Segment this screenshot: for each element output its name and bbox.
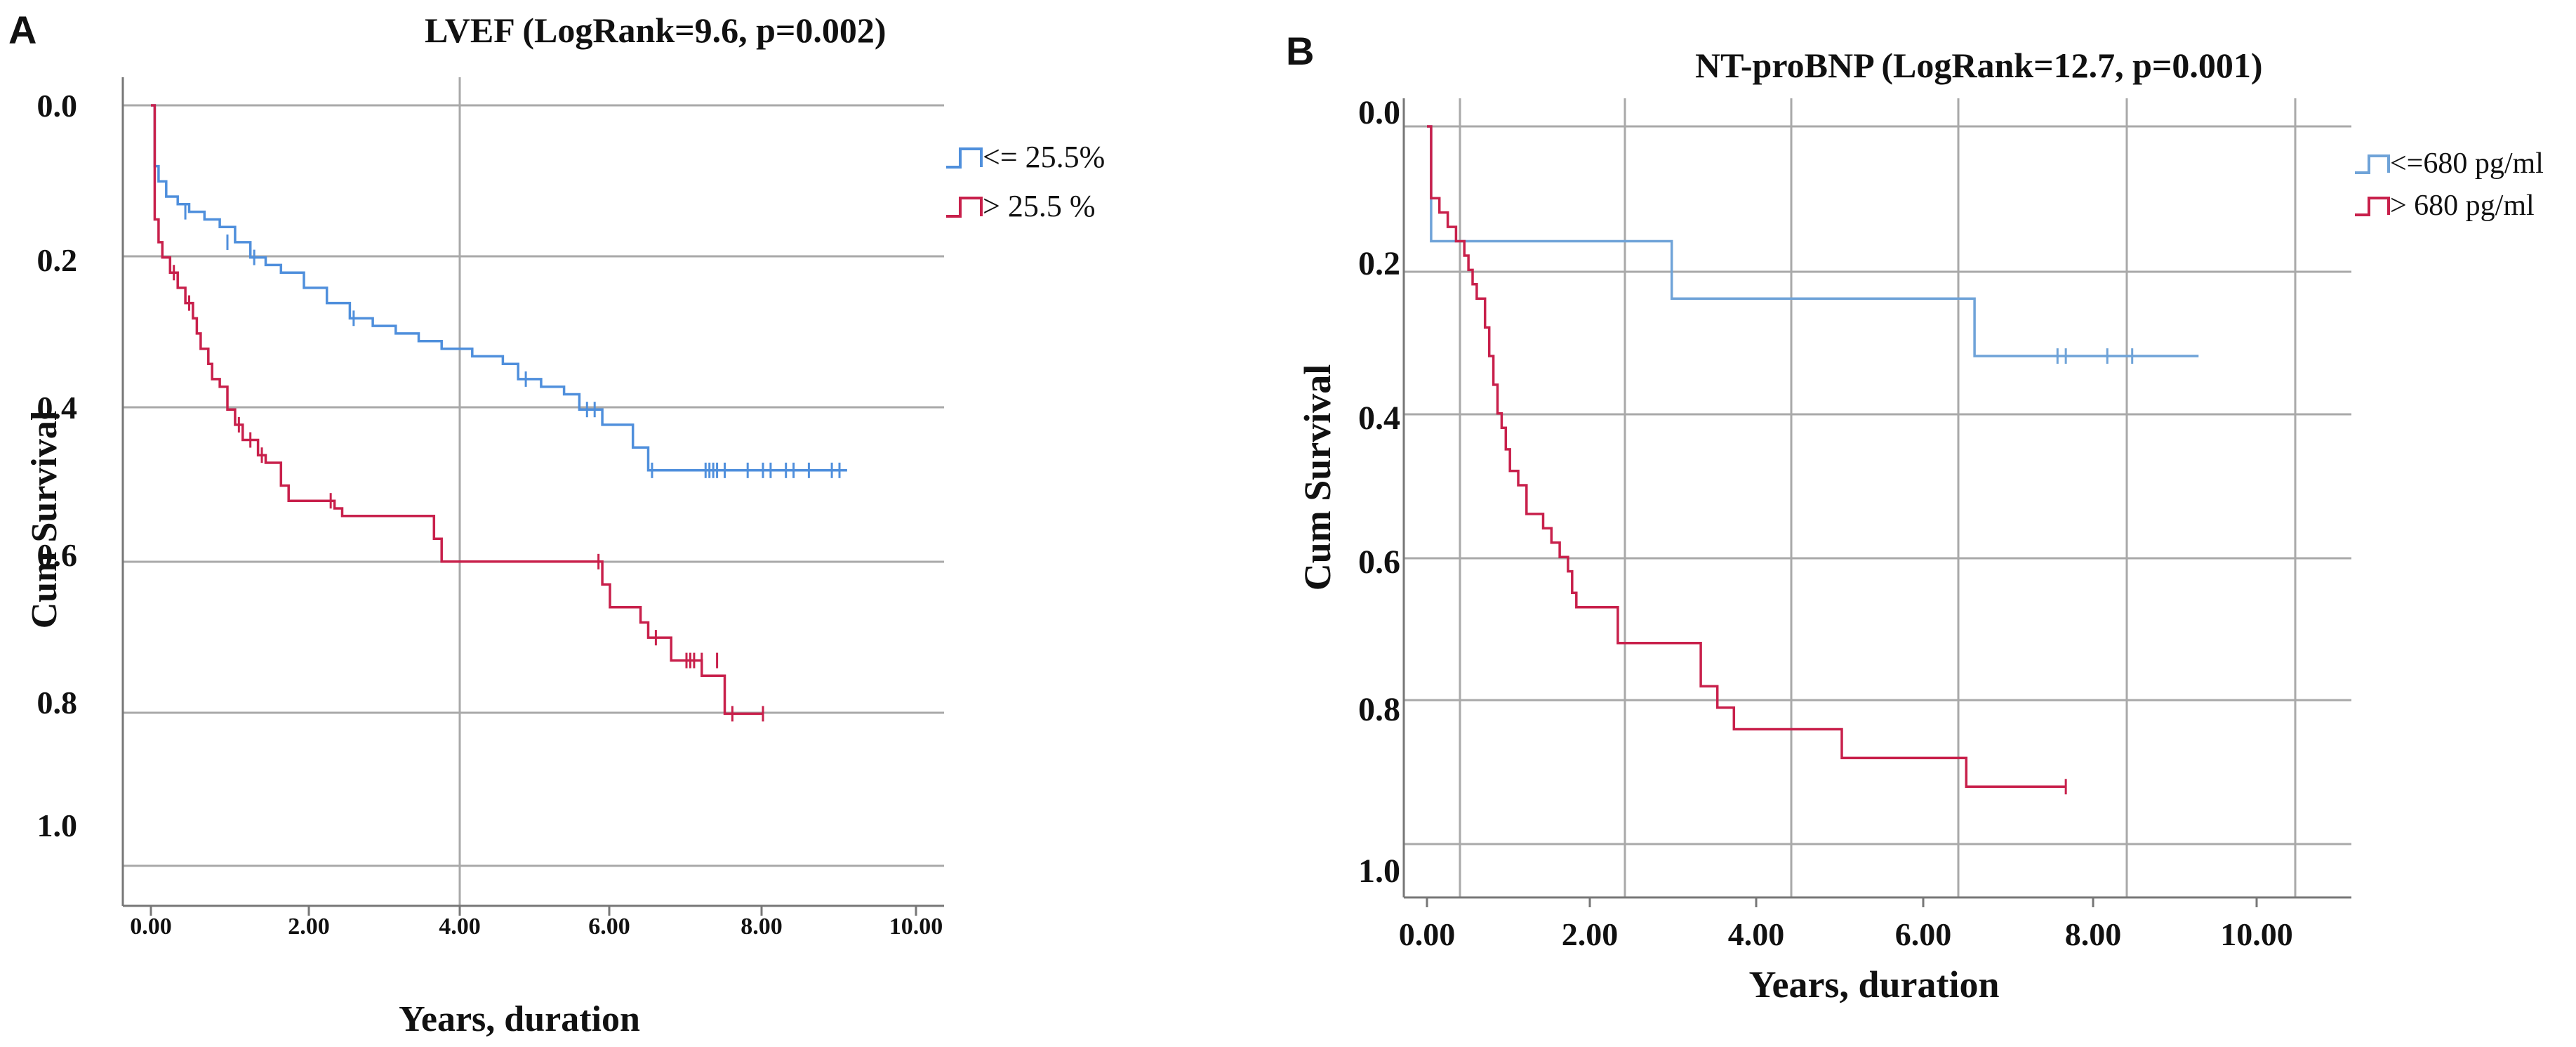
panel-b-curves: [1427, 125, 2199, 795]
panel-a-curves: [151, 104, 847, 722]
panel-b-x-tick-label-2: 4.00: [1728, 916, 1785, 952]
panel-a: A LVEF (LogRank=9.6, p=0.002) 0.00.20.40…: [8, 8, 1105, 1039]
panel-a-x-tick-label-4: 8.00: [741, 914, 783, 940]
panel-b-y-tick-label-0: 0.0: [1358, 94, 1400, 131]
panel-b-legend: <=680 pg/ml > 680 pg/ml: [2355, 147, 2544, 222]
panel-a-label: A: [8, 8, 36, 52]
panel-b-x-tick-label-4: 8.00: [2065, 916, 2122, 952]
panel-a-legend-label-2: > 25.5 %: [983, 189, 1095, 223]
panel-b-y-tick-label-1: 0.2: [1358, 245, 1400, 282]
panel-b-series-1-line: [1427, 125, 2066, 788]
panel-a-y-label: Cum Survival: [25, 411, 65, 629]
panel-b-title: NT-proBNP (LogRank=12.7, p=0.001): [1695, 46, 2263, 85]
panel-a-series-0-line: [151, 104, 847, 472]
panel-a-x-tick-label-2: 4.00: [439, 914, 481, 940]
panel-a-x-tick-label-3: 6.00: [588, 914, 630, 940]
panel-a-title: LVEF (LogRank=9.6, p=0.002): [425, 11, 887, 50]
panel-b: B NT-proBNP (LogRank=12.7, p=0.001) 0.00…: [1286, 29, 2544, 1006]
panel-b-y-tick-label-2: 0.4: [1358, 400, 1400, 437]
panel-b-x-tick-label-3: 6.00: [1895, 916, 1952, 952]
panel-b-y-tick-label-4: 0.8: [1358, 691, 1400, 728]
panel-b-y-tick-label-5: 1.0: [1358, 852, 1400, 890]
panel-b-legend-label-1: <=680 pg/ml: [2390, 147, 2544, 180]
panel-a-x-ticks: 0.00 2.00 4.00 6.00 8.00 10.00: [130, 906, 943, 940]
panel-a-y-tick-label-3: 0.6: [37, 537, 78, 573]
panel-a-x-tick-label-1: 2.00: [288, 914, 330, 940]
panel-b-y-label: Cum Survival: [1296, 364, 1339, 591]
panel-b-y-ticks: 0.0 0.2 0.4 0.6 0.8 1.0: [1358, 94, 1400, 890]
panel-b-legend-marker-1: [2355, 154, 2390, 174]
panel-a-y-tick-label-5: 1.0: [37, 808, 78, 843]
panel-a-x-label: Years, duration: [399, 999, 640, 1039]
panel-a-legend-label-1: <= 25.5%: [983, 140, 1105, 174]
panel-b-x-tick-label-1: 2.00: [1562, 916, 1619, 952]
panel-b-x-tick-label-0: 0.00: [1399, 916, 1456, 952]
panel-b-y-tick-label-3: 0.6: [1358, 544, 1400, 581]
panel-a-legend: <= 25.5% > 25.5 %: [946, 140, 1105, 223]
panel-a-y-tick-label-2: 0.4: [37, 390, 78, 426]
panel-a-legend-marker-1: [946, 147, 983, 169]
panel-a-y-tick-label-0: 0.0: [37, 88, 78, 124]
panel-a-y-tick-label-1: 0.2: [37, 242, 78, 278]
panel-b-x-label: Years, duration: [1748, 963, 1999, 1006]
panel-b-label: B: [1286, 29, 1314, 73]
panel-b-legend-marker-2: [2355, 197, 2390, 216]
panel-a-axes: [121, 77, 944, 907]
panel-a-y-tick-label-4: 0.8: [37, 685, 78, 720]
panel-a-series-1-line: [151, 104, 763, 716]
panel-b-x-tick-label-5: 10.00: [2220, 916, 2293, 952]
panel-a-y-ticks: 0.0 0.2 0.4 0.6 0.8 1.0: [37, 88, 78, 843]
panel-a-legend-marker-2: [946, 197, 983, 218]
panel-a-x-tick-label-5: 10.00: [889, 914, 943, 940]
panel-b-x-ticks: 0.00 2.00 4.00 6.00 8.00 10.00: [1399, 897, 2293, 952]
panel-b-series-0-line: [1427, 125, 2199, 357]
panel-b-axes: [1402, 98, 2351, 899]
panel-a-gridlines: [123, 77, 944, 906]
panel-a-x-tick-label-0: 0.00: [130, 914, 172, 940]
panel-b-gridlines: [1404, 98, 2351, 897]
panel-b-legend-label-2: > 680 pg/ml: [2390, 190, 2535, 222]
